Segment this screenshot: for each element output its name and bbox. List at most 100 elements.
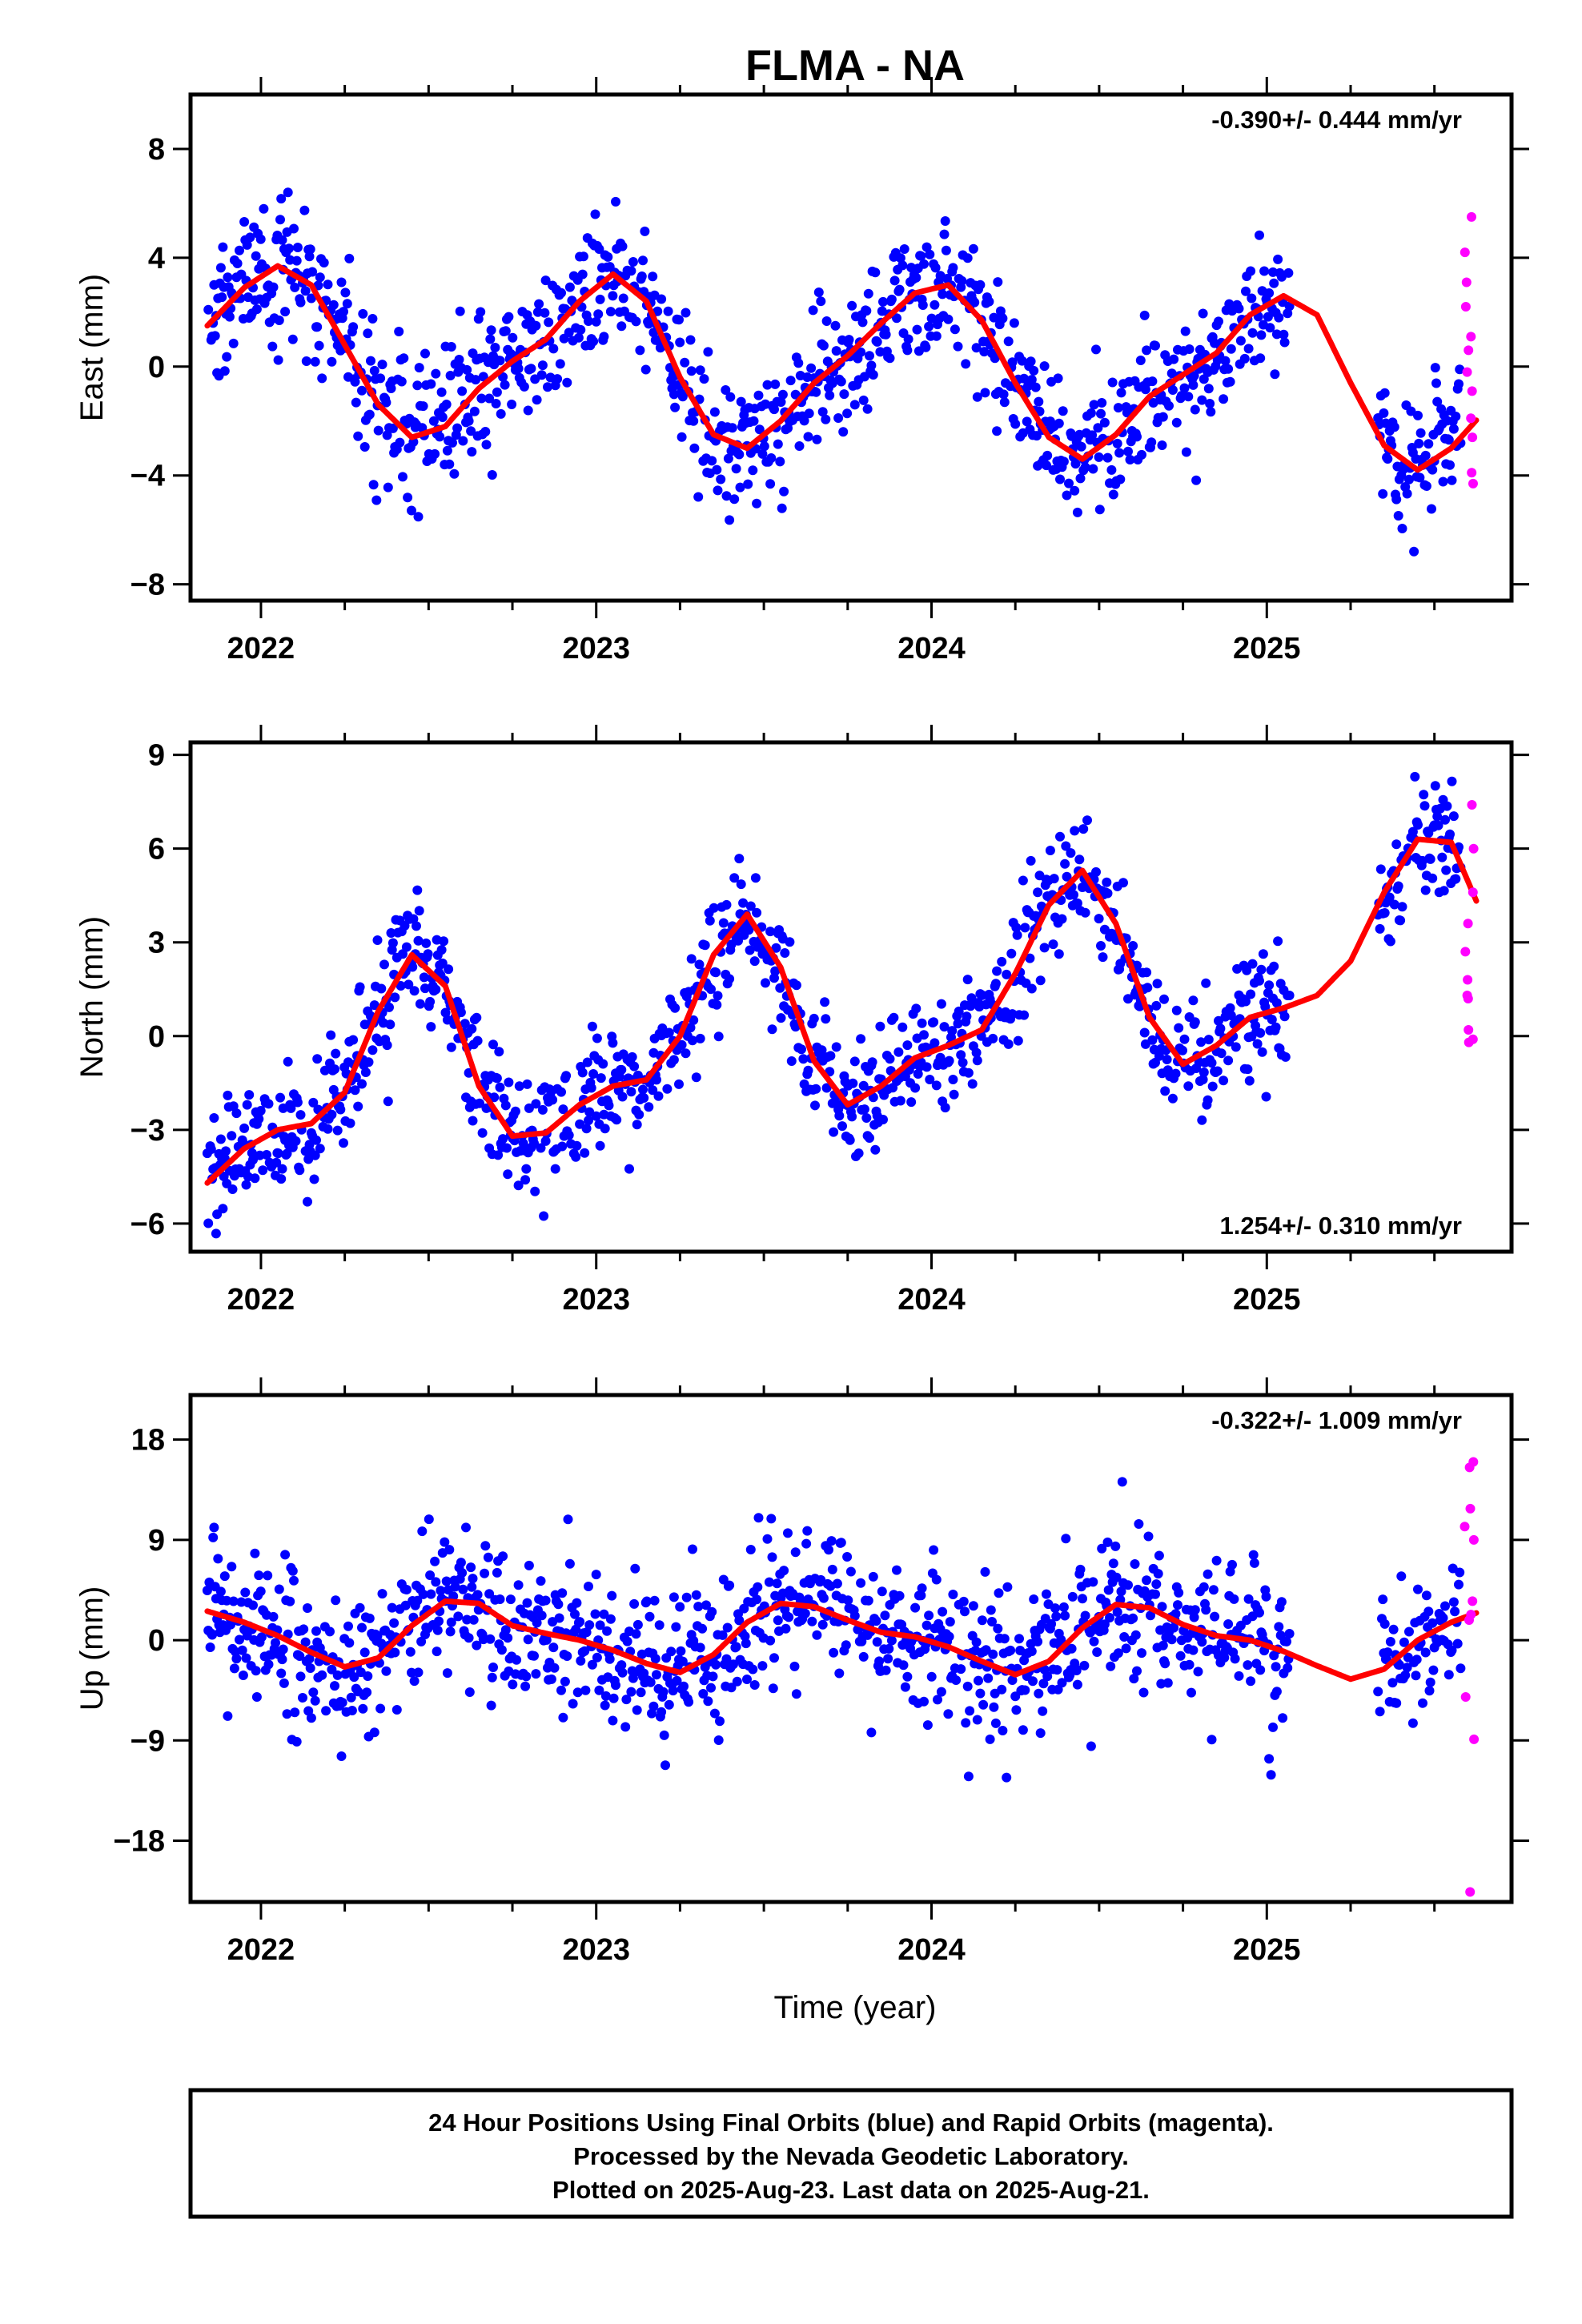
final-orbit-point — [336, 277, 347, 287]
final-orbit-point — [552, 374, 563, 384]
final-orbit-point — [462, 364, 472, 375]
final-orbit-point — [1108, 1558, 1118, 1569]
final-orbit-point — [711, 967, 721, 978]
final-orbit-point — [627, 1051, 637, 1062]
y-tick-label: 9 — [148, 739, 165, 773]
rapid-orbit-point — [1460, 1692, 1471, 1702]
final-orbit-point — [648, 328, 659, 338]
final-orbit-point — [400, 1600, 411, 1610]
final-orbit-point — [413, 512, 424, 522]
final-orbit-point — [575, 1119, 585, 1129]
final-orbit-point — [343, 1621, 353, 1631]
final-orbit-point — [472, 1590, 483, 1600]
final-orbit-point — [938, 289, 948, 300]
final-orbit-point — [656, 294, 667, 304]
final-orbit-point — [766, 453, 777, 463]
final-orbit-point — [1282, 1636, 1291, 1647]
final-orbit-point — [677, 432, 687, 442]
final-orbit-point — [331, 1048, 341, 1059]
final-orbit-point — [390, 992, 400, 1003]
final-orbit-point — [768, 1683, 778, 1694]
final-orbit-point — [231, 1654, 242, 1664]
final-orbit-point — [568, 1699, 578, 1709]
final-orbit-point — [600, 1691, 611, 1701]
final-orbit-point — [648, 1701, 659, 1711]
final-orbit-point — [748, 465, 758, 476]
final-orbit-point — [929, 1545, 939, 1555]
final-orbit-point — [1274, 312, 1284, 323]
final-orbit-point — [375, 373, 386, 384]
final-orbit-point — [831, 1042, 841, 1052]
final-orbit-point — [540, 1595, 551, 1606]
final-orbit-point — [703, 1696, 713, 1707]
final-orbit-point — [605, 1614, 616, 1624]
final-orbit-point — [1142, 345, 1152, 356]
final-orbit-point — [1433, 820, 1443, 830]
final-orbit-point — [834, 1668, 845, 1679]
final-orbit-point — [933, 1695, 942, 1705]
final-orbit-point — [521, 1164, 532, 1174]
final-orbit-point — [520, 1681, 531, 1691]
final-orbit-point — [745, 945, 755, 955]
final-orbit-point — [415, 999, 425, 1009]
final-orbit-point — [709, 407, 720, 417]
final-orbit-point — [961, 359, 971, 369]
final-orbit-point — [1154, 1550, 1164, 1561]
final-orbit-point — [1255, 975, 1264, 986]
final-orbit-point — [1427, 464, 1438, 475]
final-orbit-point — [357, 1622, 367, 1633]
final-orbit-point — [209, 1522, 219, 1533]
final-orbit-point — [790, 389, 801, 400]
final-orbit-point — [1284, 1629, 1295, 1638]
final-orbit-point — [369, 1000, 379, 1011]
final-orbit-point — [1379, 908, 1390, 918]
final-orbit-point — [389, 1618, 400, 1628]
rapid-orbit-point — [1468, 432, 1478, 443]
final-orbit-point — [694, 959, 705, 970]
final-orbit-point — [1243, 1594, 1254, 1604]
final-orbit-point — [364, 1613, 375, 1623]
final-orbit-point — [1116, 1586, 1126, 1597]
final-orbit-point — [240, 1587, 251, 1598]
final-orbit-point — [466, 426, 476, 436]
final-orbit-point — [412, 921, 421, 931]
final-orbit-point — [821, 1014, 831, 1024]
final-orbit-point — [1445, 460, 1455, 470]
final-orbit-point — [1247, 328, 1258, 338]
final-orbit-point — [478, 1634, 488, 1645]
final-orbit-point — [721, 491, 732, 501]
final-orbit-point — [744, 925, 754, 935]
final-orbit-point — [729, 873, 740, 883]
final-orbit-point — [1279, 337, 1290, 348]
final-orbit-point — [1117, 1477, 1127, 1487]
final-orbit-point — [227, 1562, 237, 1572]
final-orbit-point — [885, 1054, 895, 1064]
final-orbit-point — [961, 1718, 971, 1728]
final-orbit-point — [900, 1682, 910, 1692]
final-orbit-point — [1066, 1643, 1077, 1654]
final-orbit-point — [1246, 1676, 1256, 1687]
final-orbit-point — [203, 1218, 214, 1228]
final-orbit-point — [588, 1069, 599, 1079]
final-orbit-point — [1400, 1670, 1411, 1680]
final-orbit-point — [458, 436, 468, 446]
final-orbit-point — [357, 385, 367, 396]
final-orbit-point — [677, 1656, 688, 1667]
final-orbit-point — [513, 364, 524, 374]
final-orbit-point — [849, 1056, 860, 1067]
final-orbit-point — [785, 937, 795, 947]
final-orbit-point — [963, 1771, 974, 1782]
final-orbit-point — [1107, 377, 1118, 388]
final-orbit-point — [580, 1148, 590, 1158]
final-orbit-point — [1164, 400, 1174, 411]
final-orbit-point — [980, 1566, 990, 1577]
final-orbit-point — [989, 1702, 999, 1712]
final-orbit-point — [972, 392, 982, 402]
final-orbit-point — [693, 492, 704, 502]
final-orbit-point — [1033, 1636, 1043, 1647]
final-orbit-point — [539, 1211, 549, 1221]
final-orbit-point — [381, 1666, 391, 1676]
final-orbit-point — [1244, 1076, 1255, 1086]
final-orbit-point — [770, 966, 781, 976]
final-orbit-point — [251, 251, 261, 261]
